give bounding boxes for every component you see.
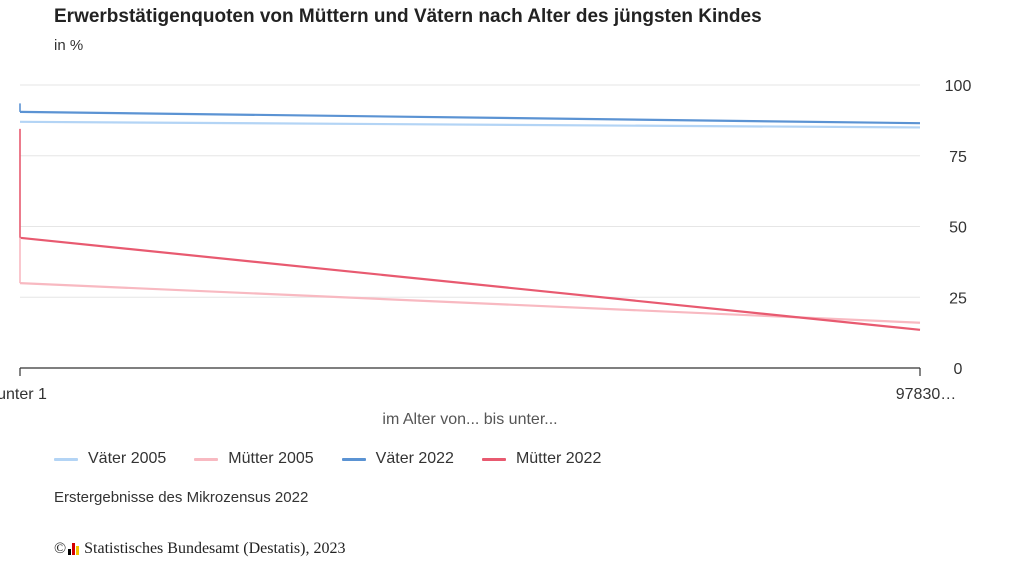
legend-label: Mütter 2005 (228, 450, 314, 467)
series-line-3 (19, 236, 921, 331)
legend-label: Väter 2005 (88, 450, 167, 467)
copyright-symbol: © (54, 540, 67, 557)
legend-label: Mütter 2022 (515, 450, 602, 467)
x-tick-label: 97830… (896, 386, 957, 403)
series-lines (19, 103, 921, 331)
legend-swatch (481, 457, 506, 461)
logo-bar (68, 549, 72, 555)
source-credit: © Statistisches Bundesamt (Destatis), 20… (54, 540, 345, 558)
series-line-1 (19, 282, 921, 324)
x-axis: unter 1 97830… im Alter von... bis unter..… (0, 367, 957, 428)
y-axis: 0 25 50 75 100 (945, 78, 972, 378)
y-tick-label: 100 (945, 78, 972, 95)
destatis-logo-icon (68, 543, 80, 555)
legend-swatch (341, 457, 366, 461)
grid-lines (20, 84, 920, 298)
series-line-0 (19, 120, 921, 129)
logo-bar (72, 543, 76, 555)
legend: Väter 2005 Mütter 2005 Väter 2022 Mütter 20… (54, 450, 629, 468)
legend-item: Väter 2022 (341, 450, 454, 468)
legend-swatch (54, 457, 78, 461)
logo-bar (76, 546, 80, 555)
chart-title: Erwerbstätigenquoten von Müttern und Vät… (54, 6, 762, 27)
legend-label: Väter 2022 (375, 450, 454, 467)
y-tick-label: 25 (949, 290, 967, 307)
y-tick-label: 0 (954, 361, 963, 378)
chart-subtitle: in % (54, 37, 84, 54)
line-chart: 0 25 50 75 100 unter 1 97830… im Alter von... … (0, 78, 972, 428)
x-axis-title: im Alter von... bis unter... (382, 411, 557, 428)
legend-item: Mütter 2022 (481, 450, 602, 468)
legend-swatch (194, 457, 219, 461)
series-line-2 (19, 110, 921, 125)
legend-item: Mütter 2005 (194, 450, 314, 468)
legend-item: Väter 2005 (54, 450, 166, 468)
credit-text: Statistisches Bundesamt (Destatis), 2023 (84, 540, 346, 557)
y-tick-label: 50 (949, 220, 967, 237)
x-tick-label: unter 1 (0, 386, 47, 403)
chart-caption: Erstergebnisse des Mikrozensus 2022 (54, 489, 309, 506)
y-tick-label: 75 (949, 149, 967, 166)
